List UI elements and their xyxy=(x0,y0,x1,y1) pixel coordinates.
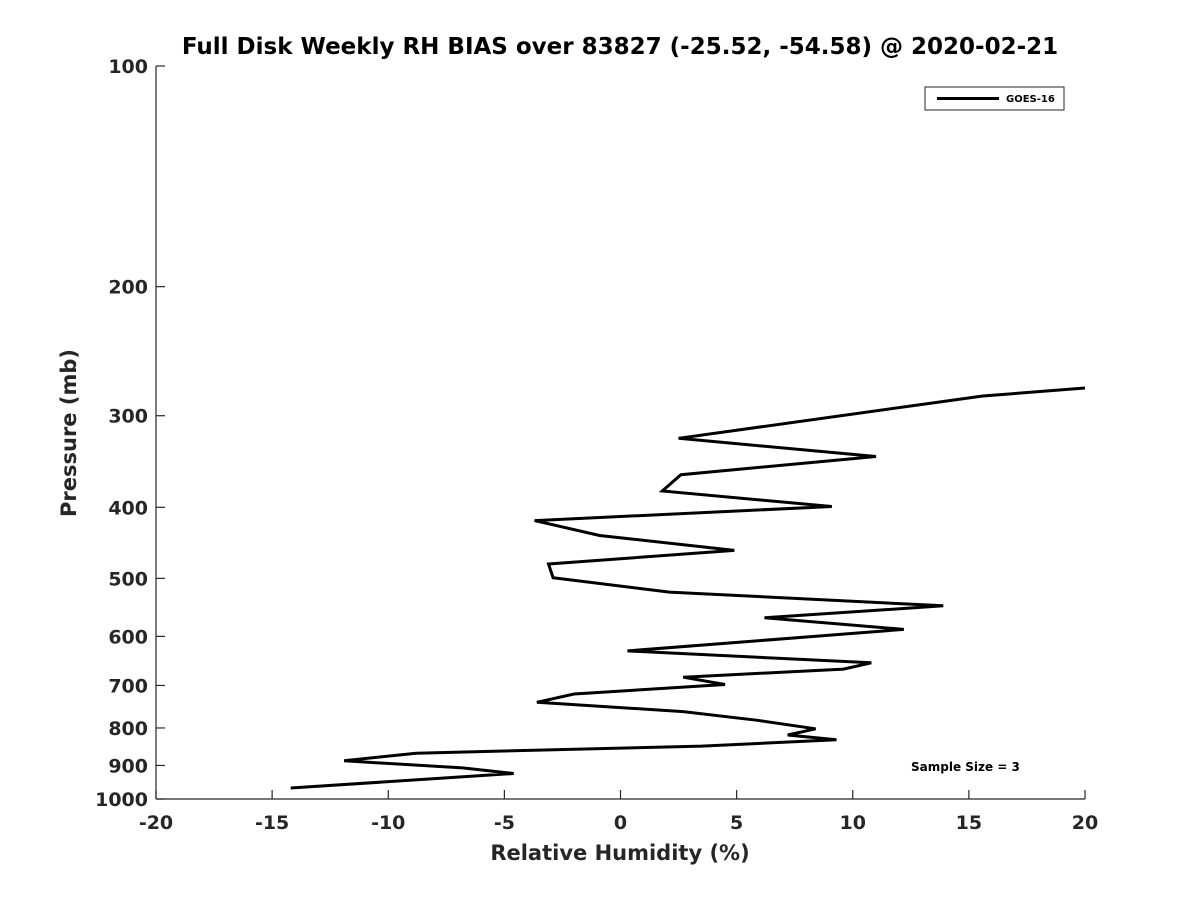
x-tick-label: 5 xyxy=(730,812,743,834)
y-tick-label: 400 xyxy=(108,497,148,519)
x-tick-label: -5 xyxy=(494,812,515,834)
x-tick-label: 20 xyxy=(1072,812,1098,834)
y-tick-label: 1000 xyxy=(95,789,148,811)
x-tick-label: -20 xyxy=(139,812,173,834)
y-tick-label: 800 xyxy=(108,718,148,740)
y-ticks: 100 200 300 400 500 600 700 800 900 1000 xyxy=(95,56,165,811)
y-tick-label: 100 xyxy=(108,56,148,78)
x-axis-label: Relative Humidity (%) xyxy=(490,841,749,865)
y-tick-label: 300 xyxy=(108,406,148,428)
axes xyxy=(155,66,1085,800)
x-ticks: -20 -15 -10 -5 0 5 10 15 20 xyxy=(139,790,1098,834)
x-tick-label: 10 xyxy=(840,812,866,834)
y-tick-label: 500 xyxy=(108,568,148,590)
y-axis-label: Pressure (mb) xyxy=(57,349,81,517)
legend-entry-goes16: GOES-16 xyxy=(1006,94,1055,105)
x-tick-label: -15 xyxy=(255,812,289,834)
legend: GOES-16 xyxy=(924,86,1065,111)
y-tick-label: 200 xyxy=(108,277,148,299)
y-tick-label: 900 xyxy=(108,755,148,777)
y-tick-label: 600 xyxy=(108,626,148,648)
x-tick-label: 0 xyxy=(614,812,627,834)
sample-size-annotation: Sample Size = 3 xyxy=(911,760,1020,774)
y-tick-label: 700 xyxy=(108,675,148,697)
x-tick-label: -10 xyxy=(371,812,405,834)
chart-title: Full Disk Weekly RH BIAS over 83827 (-25… xyxy=(182,34,1058,60)
x-tick-label: 15 xyxy=(956,812,982,834)
series-line-goes16 xyxy=(290,386,1086,790)
